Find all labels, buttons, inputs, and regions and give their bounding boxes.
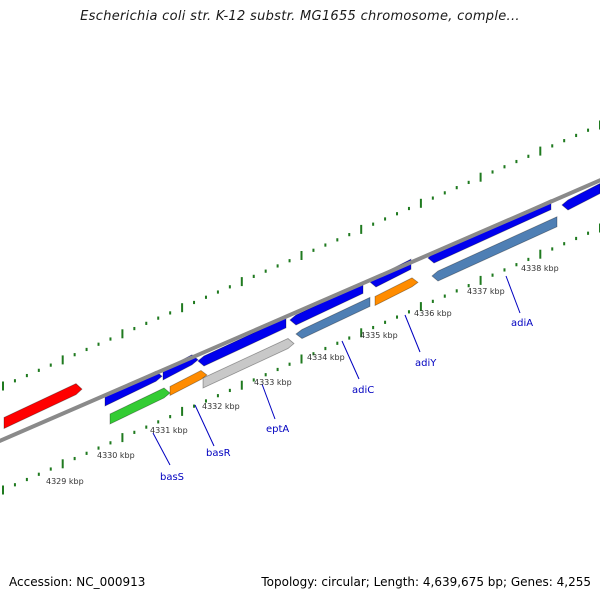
gene-arrow (295, 296, 371, 339)
blue-feature-arrow (162, 354, 199, 381)
feature-track (3, 183, 600, 430)
gene-callout-line (261, 383, 276, 420)
gene-label: eptA (266, 424, 289, 435)
gene-callout-line (194, 404, 215, 447)
blue-feature-arrow (561, 183, 600, 211)
gene-label: basS (160, 472, 184, 483)
kbp-label: 4329 kbp (46, 477, 84, 486)
gene-label: basR (206, 448, 231, 459)
gene-arrow (202, 338, 295, 389)
gene-arrow (169, 369, 208, 397)
gene-label: adiY (415, 358, 437, 369)
kbp-label: 4333 kbp (254, 378, 292, 387)
kbp-label: 4338 kbp (521, 264, 559, 273)
kbp-label: 4336 kbp (414, 309, 452, 318)
kbp-label: 4337 kbp (467, 287, 505, 296)
gene-callout-line (404, 314, 421, 353)
red-feature-arrow (3, 383, 83, 430)
accession-label: Accession: NC_000913 (9, 575, 146, 589)
chromosome-backbone (0, 178, 600, 444)
gene-callout-line (341, 340, 360, 380)
gene-arrow (109, 387, 171, 425)
outer-tick-track (2, 120, 600, 391)
gene-callout-line (505, 275, 521, 314)
gene-label: adiA (511, 318, 533, 329)
gene-label: adiC (352, 385, 374, 396)
kbp-label: 4331 kbp (150, 426, 188, 435)
gene-arrow (431, 216, 558, 282)
kbp-label: 4330 kbp (97, 451, 135, 460)
gene-callout-line (152, 432, 171, 466)
kbp-labels: 4329 kbp 4330 kbp 4331 kbp 4332 kbp 4333 kbp… (46, 264, 559, 486)
map-title: Escherichia coli str. K-12 substr. MG165… (80, 9, 520, 24)
kbp-label: 4335 kbp (360, 331, 398, 340)
inner-tick-track (2, 223, 600, 495)
kbp-label: 4332 kbp (202, 402, 240, 411)
kbp-label: 4334 kbp (307, 353, 345, 362)
gene-callouts: basS basR eptA adiC adiY adiA (152, 275, 533, 483)
gene-arrow (374, 277, 419, 307)
blue-feature-arrow (197, 317, 287, 367)
topology-label: Topology: circular; Length: 4,639,675 bp… (261, 575, 591, 589)
